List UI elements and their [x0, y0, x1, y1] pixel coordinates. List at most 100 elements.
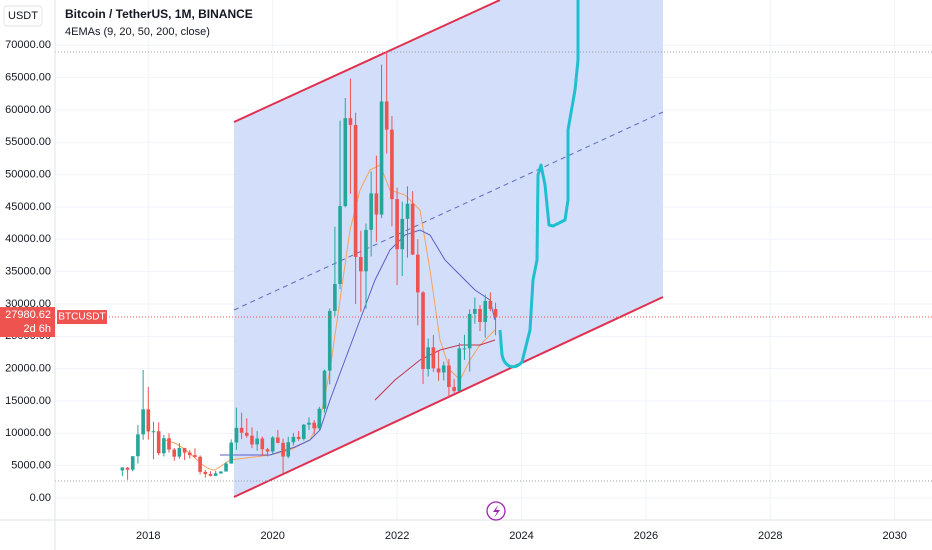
candle-body — [447, 365, 451, 387]
candle-body — [301, 424, 306, 439]
candle-body — [270, 437, 275, 452]
y-tick-label: 20000.00 — [5, 363, 51, 375]
candle-body — [208, 474, 213, 476]
candle-body — [343, 118, 348, 207]
candle-body — [467, 313, 472, 349]
candle-body — [177, 448, 182, 457]
candle-body — [436, 368, 441, 373]
y-tick-label: 60000.00 — [5, 104, 51, 116]
y-tick-label: 0.00 — [30, 492, 51, 504]
candle-body — [260, 438, 265, 450]
x-tick-label: 2018 — [136, 530, 160, 542]
y-tick-label: 30000.00 — [5, 298, 51, 310]
countdown: 2d 6h — [23, 323, 51, 335]
candles — [55, 51, 932, 480]
currency-box[interactable] — [3, 5, 43, 27]
candle-body — [364, 229, 368, 272]
candle-body — [322, 370, 327, 409]
candle-body — [265, 449, 270, 452]
channel-mid — [233, 111, 664, 311]
candle-body — [384, 101, 389, 130]
projection-path — [498, 0, 580, 369]
x-tick-label: 2028 — [758, 530, 782, 542]
x-tick-label: 2022 — [385, 530, 409, 542]
ema-line — [374, 339, 496, 401]
y-tick-label: 15000.00 — [5, 395, 51, 407]
candle-body — [162, 438, 166, 454]
candle-body — [338, 206, 342, 284]
candle-body — [390, 129, 394, 200]
candle-body — [473, 308, 477, 314]
y-tick-label: 35000.00 — [5, 266, 51, 278]
candle-body — [359, 257, 363, 272]
y-tick-label: 55000.00 — [5, 136, 51, 148]
last-price: 27980.62 — [5, 309, 51, 321]
axes: 0.005000.0010000.0015000.0020000.0025000… — [0, 39, 907, 542]
chart-subtitle: 4EMAs (9, 20, 50, 200, close) — [65, 26, 210, 38]
y-tick-label: 40000.00 — [5, 233, 51, 245]
candle-body — [353, 124, 358, 258]
candle-body — [426, 347, 431, 370]
candle-body — [141, 409, 145, 435]
candle-body — [410, 203, 415, 255]
candle-body — [120, 467, 125, 471]
candle-body — [452, 386, 456, 392]
candle-body — [333, 283, 337, 311]
x-tick-label: 2020 — [260, 530, 284, 542]
x-tick-label: 2030 — [882, 530, 906, 542]
candle-body — [415, 254, 420, 293]
candle-body — [224, 463, 228, 472]
candle-body — [374, 193, 379, 215]
candle-body — [151, 431, 156, 433]
candle-body — [229, 442, 234, 464]
candle-body — [136, 434, 140, 457]
candle-body — [400, 218, 405, 250]
candle-body — [441, 365, 446, 373]
candle-body — [244, 432, 249, 436]
candle-body — [421, 292, 425, 370]
candle-body — [312, 422, 316, 429]
candle-body — [291, 436, 296, 443]
candle-body — [281, 442, 285, 457]
candle-body — [327, 310, 332, 371]
candle-body — [130, 456, 135, 470]
candle-body — [172, 449, 177, 457]
currency: USDT — [8, 10, 38, 22]
y-tick-label: 10000.00 — [5, 427, 51, 439]
chart-title: Bitcoin / TetherUS, 1M, BINANCE — [65, 7, 253, 21]
symbol-box — [57, 310, 107, 325]
candle-body — [462, 348, 467, 350]
candle-body — [457, 348, 462, 392]
y-tick-label: 70000.00 — [5, 39, 51, 51]
last-price-box — [0, 307, 55, 338]
candle-body — [203, 471, 208, 475]
candle-body — [286, 442, 291, 457]
candle-body — [250, 435, 254, 445]
y-tick-label: 45000.00 — [5, 201, 51, 213]
x-tick-label: 2024 — [509, 530, 533, 542]
candle-body — [317, 408, 322, 429]
candle-body — [193, 455, 197, 457]
candle-body — [239, 427, 244, 433]
candle-body — [348, 118, 353, 125]
x-tick-label: 2026 — [634, 530, 658, 542]
candle-body — [187, 452, 192, 456]
candle-body — [167, 438, 171, 450]
y-tick-label: 5000.00 — [11, 460, 51, 472]
y-tick-label: 50000.00 — [5, 169, 51, 181]
candle-body — [146, 409, 151, 432]
channel-upper — [233, 0, 501, 123]
candle-body — [213, 473, 218, 476]
symbol: BTCUSDT — [58, 312, 105, 323]
candle-body — [125, 467, 130, 470]
candle-body — [219, 471, 223, 474]
candle-body — [483, 300, 488, 323]
candle-body — [276, 437, 280, 443]
candle-body — [478, 308, 482, 323]
y-tick-label: 65000.00 — [5, 72, 51, 84]
candle-body — [379, 101, 384, 215]
candle-body — [405, 203, 410, 219]
candle-body — [255, 438, 259, 445]
candle-body — [493, 308, 498, 318]
